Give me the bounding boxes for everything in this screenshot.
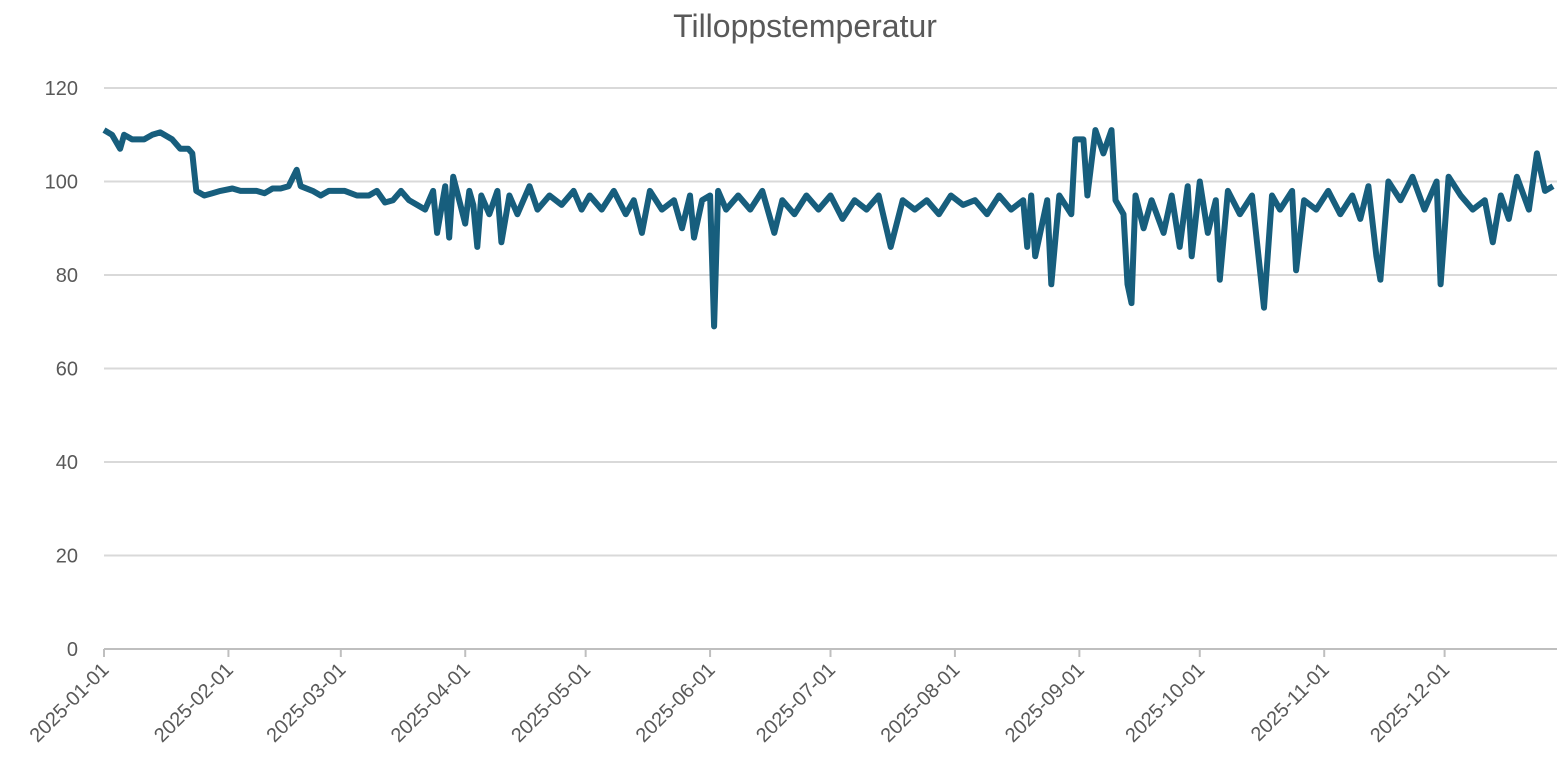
x-tick-label: 2025-04-01 [387,659,475,747]
x-tick-label: 2025-02-01 [150,659,238,747]
x-tick-label: 2025-03-01 [262,659,350,747]
chart-title: Tilloppstemperatur [673,8,937,44]
x-tick-label: 2025-11-01 [1247,659,1334,746]
x-tick-label: 2025-07-01 [752,659,840,747]
y-tick-label: 120 [45,78,78,100]
data-line [102,127,1555,330]
x-tick-label: 2025-10-01 [1121,659,1209,747]
x-tick-label: 2025-06-01 [632,659,720,747]
y-tick-label: 0 [67,639,78,661]
x-tick-label: 2025-08-01 [877,659,965,747]
x-tick-label: 2025-01-01 [26,659,114,747]
y-tick-label: 20 [56,546,78,568]
x-tick-label: 2025-09-01 [1001,659,1089,747]
x-tick-label: 2025-12-01 [1366,659,1454,747]
y-tick-label: 40 [56,452,78,474]
y-tick-label: 100 [45,172,78,194]
y-tick-label: 80 [56,265,78,287]
y-tick-label: 60 [56,359,78,381]
x-tick-label: 2025-05-01 [507,659,595,747]
